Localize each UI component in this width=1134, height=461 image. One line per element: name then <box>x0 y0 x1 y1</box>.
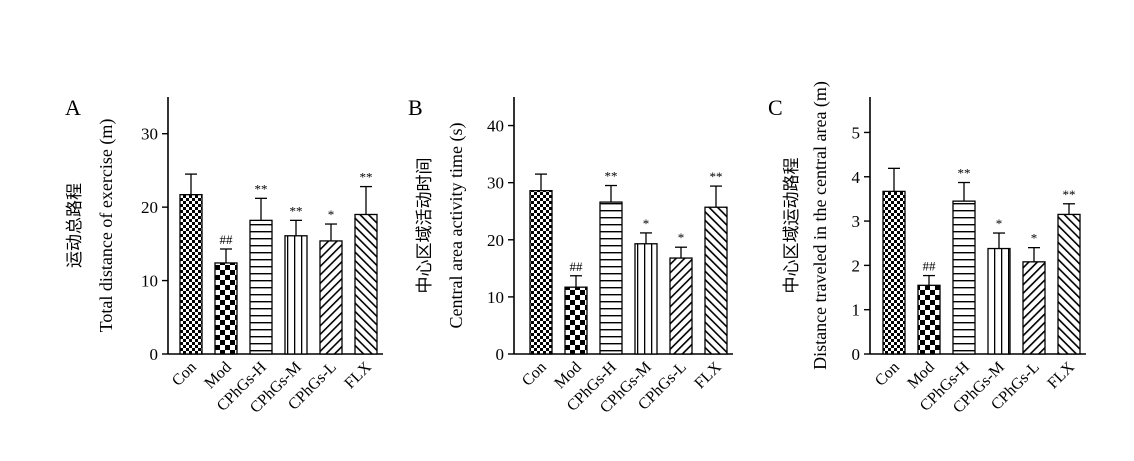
y-tick-label: 5 <box>852 123 861 142</box>
bar-mod <box>917 284 941 355</box>
y-tick-label: 20 <box>487 231 504 250</box>
panel-c: C 0 1 2 3 4 5 中心区域运动路程 Distance traveled in the … <box>768 81 1086 417</box>
bar-flx <box>704 206 728 355</box>
y-tick-label: 0 <box>852 345 861 364</box>
x-tick-label: Con <box>169 359 200 390</box>
bar-con <box>179 194 203 355</box>
x-tick-label: FLX <box>1044 358 1078 392</box>
y-tick-label: 4 <box>852 168 861 187</box>
y-axis-title: Central area activity time (s) <box>446 123 467 329</box>
significance-label: ** <box>290 203 303 218</box>
x-tick-label: Con <box>519 359 550 390</box>
y-axis-title: Distance traveled in the central area (m… <box>810 81 831 370</box>
significance-label: * <box>643 216 650 231</box>
bar-mod <box>214 262 238 355</box>
bar-cphgs-h <box>249 219 273 355</box>
y-tick-label: 30 <box>141 125 158 144</box>
panel-letter: C <box>768 95 783 120</box>
significance-label: ** <box>255 181 268 196</box>
y-tick-label: 2 <box>852 256 861 275</box>
panel-b: B 0 10 20 30 40 中心区域活动时间 Central area activity … <box>408 95 733 417</box>
y-axis-title: Total distance of exercise (m) <box>96 119 117 333</box>
y-tick-label: 30 <box>487 174 504 193</box>
y-tick-label: 10 <box>487 288 504 307</box>
y-axis-title-cn: 运动总路程 <box>65 183 85 268</box>
y-tick-label: 40 <box>487 117 504 136</box>
bar-cphgs-l <box>319 240 343 355</box>
y-tick-label: 3 <box>852 212 861 231</box>
significance-label: ## <box>570 259 584 274</box>
bar-flx <box>354 213 378 355</box>
y-axis-title-cn: 中心区域活动时间 <box>415 158 435 294</box>
bar-cphgs-m <box>284 235 308 355</box>
significance-label: ** <box>605 169 618 184</box>
bar-con <box>882 190 906 355</box>
significance-label: * <box>996 216 1003 231</box>
bar-cphgs-m <box>987 247 1011 355</box>
y-tick-label: 0 <box>150 345 159 364</box>
bar-con <box>529 190 553 355</box>
significance-label: ## <box>220 232 234 247</box>
x-tick-label: FLX <box>691 358 725 392</box>
significance-label: ** <box>1063 187 1076 202</box>
y-axis-title-cn: 中心区域运动路程 <box>782 158 802 294</box>
bar-cphgs-h <box>599 201 623 355</box>
y-tick-label: 1 <box>852 301 861 320</box>
bar-cphgs-l <box>1022 261 1046 355</box>
bar-flx <box>1057 213 1081 355</box>
significance-label: ** <box>710 169 723 184</box>
significance-label: ** <box>360 170 373 185</box>
panel-a: A 0 10 20 30 运动总路程 Total distance of exercise … <box>65 95 383 417</box>
y-tick-label: 0 <box>496 345 505 364</box>
panel-letter: B <box>408 95 423 120</box>
significance-label: ## <box>923 259 937 274</box>
significance-label: * <box>678 230 685 245</box>
bar-cphgs-l <box>669 257 693 355</box>
significance-label: ** <box>958 166 971 181</box>
y-tick-label: 10 <box>141 272 158 291</box>
bar-cphgs-m <box>634 243 658 355</box>
panel-letter: A <box>65 95 81 120</box>
bar-cphgs-h <box>952 200 976 355</box>
bar-mod <box>564 286 588 355</box>
y-tick-label: 20 <box>141 198 158 217</box>
x-tick-label: FLX <box>341 358 375 392</box>
significance-label: * <box>1031 231 1038 246</box>
significance-label: * <box>328 207 335 222</box>
x-tick-label: Con <box>872 359 903 390</box>
